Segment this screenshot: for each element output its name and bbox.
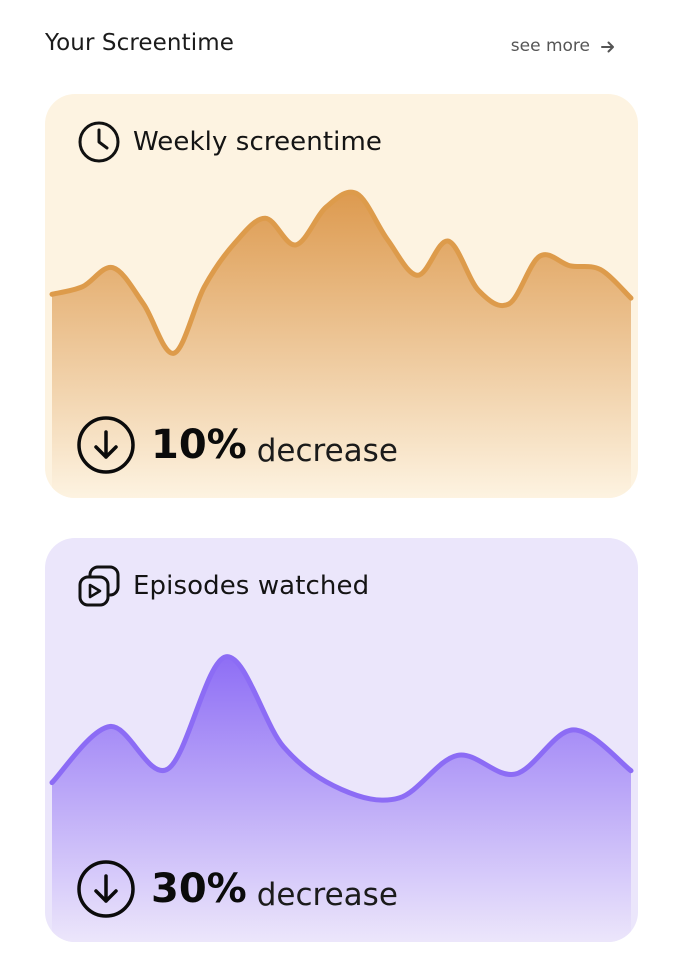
see-more-link[interactable]: see more xyxy=(511,36,616,56)
play-stack-icon xyxy=(78,565,120,607)
screentime-change: 10% decrease xyxy=(75,414,398,476)
arrow-down-circle-icon xyxy=(77,416,135,474)
episodes-card[interactable]: Episodes watched 30% decrease xyxy=(45,538,638,942)
episodes-trend-chart xyxy=(49,654,634,942)
screentime-change-value: 10% xyxy=(151,422,247,468)
arrow-right-icon xyxy=(601,41,614,53)
screentime-card[interactable]: Weekly screentime 10% decrease xyxy=(45,94,638,498)
screentime-card-title: Weekly screentime xyxy=(133,127,382,157)
episodes-change-value: 30% xyxy=(151,866,247,912)
screentime-line xyxy=(49,189,634,356)
episodes-card-header: Episodes watched xyxy=(77,564,369,608)
screentime-header: Your Screentime see more xyxy=(45,28,620,64)
screentime-card-header: Weekly screentime xyxy=(77,120,382,164)
arrow-down-circle-icon xyxy=(77,860,135,918)
clock-icon xyxy=(78,121,120,163)
page-title: Your Screentime xyxy=(45,30,234,56)
episodes-change: 30% decrease xyxy=(75,858,398,920)
see-more-label: see more xyxy=(510,36,590,56)
screentime-area xyxy=(52,192,631,498)
screentime-trend-chart xyxy=(49,189,634,498)
episodes-area xyxy=(52,656,631,942)
screentime-change-label: decrease xyxy=(256,433,398,469)
episodes-line xyxy=(49,654,634,803)
episodes-change-label: decrease xyxy=(256,877,398,913)
episodes-card-title: Episodes watched xyxy=(133,571,370,601)
